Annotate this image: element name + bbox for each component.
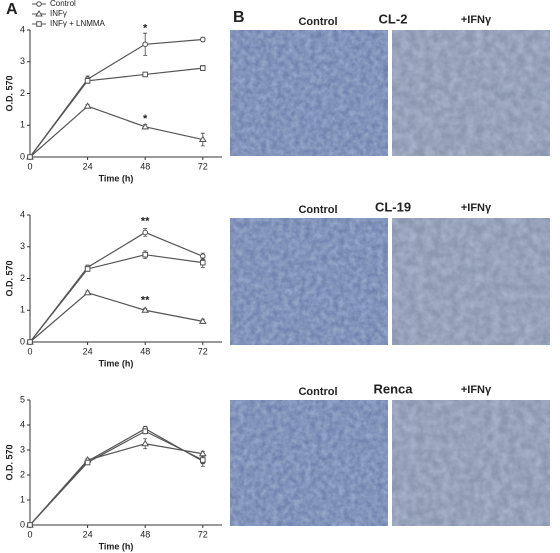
marker	[142, 71, 148, 78]
y-tick-label: 0	[20, 519, 25, 529]
x-tick-label: 48	[140, 161, 150, 171]
marker	[200, 259, 206, 266]
image-label: +IFNγ	[461, 202, 492, 214]
marker	[27, 522, 33, 528]
y-tick-label: 4	[20, 209, 25, 219]
x-tick-label: 72	[198, 529, 208, 539]
marker	[142, 428, 148, 435]
marker	[198, 317, 207, 324]
image-label: +IFNγ	[461, 384, 492, 396]
y-tick-label: 1	[20, 494, 25, 504]
y-tick-label: 4	[20, 419, 25, 429]
marker	[142, 229, 148, 236]
marker	[35, 10, 43, 17]
y-axis-label: O.D. 570	[4, 444, 14, 480]
marker	[142, 251, 148, 258]
micrograph-texture	[392, 400, 550, 526]
y-tick-label: 4	[20, 24, 25, 34]
series-line	[29, 105, 203, 158]
annotation: *	[143, 113, 148, 125]
y-tick-label: 5	[20, 394, 25, 404]
image-label: Control	[298, 204, 337, 216]
series-line	[29, 38, 203, 158]
annotation: **	[141, 215, 150, 227]
cell-line-label: CL-19	[375, 199, 411, 214]
series-line	[29, 231, 204, 343]
y-tick-label: 0	[20, 151, 25, 161]
marker	[27, 339, 33, 345]
y-tick-label: 2	[20, 273, 25, 283]
marker	[142, 41, 148, 48]
marker	[141, 439, 150, 447]
y-axis-label: O.D. 570	[4, 260, 14, 296]
y-tick-label: 2	[20, 88, 25, 98]
y-tick-label: 3	[20, 444, 25, 454]
x-tick-label: 72	[198, 161, 208, 171]
marker	[83, 288, 92, 296]
marker	[198, 449, 207, 457]
image-label: +IFNγ	[461, 14, 492, 26]
annotation: **	[141, 295, 150, 307]
x-tick-label: 24	[83, 529, 93, 539]
y-tick-label: 2	[20, 469, 25, 479]
marker	[141, 306, 150, 313]
series-line	[29, 428, 204, 526]
y-axis-label: O.D. 570	[4, 75, 14, 111]
micrograph-texture	[392, 218, 550, 345]
marker	[83, 102, 92, 109]
x-tick-label: 72	[198, 346, 208, 356]
micrograph-texture	[230, 30, 388, 156]
marker	[84, 78, 91, 84]
image-label: Control	[298, 386, 337, 398]
x-axis-label: Time (h)	[99, 541, 134, 551]
y-tick-label: 3	[20, 56, 25, 66]
panel-label: B	[233, 9, 245, 26]
micrograph-texture	[392, 30, 550, 156]
marker	[84, 459, 91, 466]
y-tick-label: 3	[20, 241, 25, 251]
annotation: *	[143, 22, 148, 34]
x-tick-label: 0	[27, 529, 32, 539]
x-tick-label: 24	[83, 346, 93, 356]
micrograph-texture	[230, 218, 388, 345]
image-label: Control	[298, 16, 337, 28]
series-line	[29, 430, 204, 526]
marker	[198, 135, 207, 143]
series-line	[29, 67, 203, 158]
marker	[36, 21, 42, 27]
legend-label: INFγ	[50, 9, 67, 18]
y-tick-label: 0	[20, 336, 25, 346]
panel-label: A	[6, 1, 18, 18]
cell-line-label: Renca	[373, 381, 413, 396]
x-tick-label: 0	[27, 346, 32, 356]
series-line	[29, 443, 203, 526]
marker	[84, 266, 91, 272]
x-axis-label: Time (h)	[99, 358, 134, 368]
marker	[200, 457, 206, 463]
marker	[36, 1, 42, 7]
marker	[141, 122, 150, 130]
micrograph-texture	[230, 400, 388, 526]
cell-line-label: CL-2	[379, 11, 408, 26]
x-tick-label: 24	[83, 161, 93, 171]
legend-label: Control	[50, 0, 76, 8]
y-tick-label: 1	[20, 305, 25, 315]
marker	[27, 154, 33, 160]
marker	[200, 65, 206, 71]
x-tick-label: 0	[27, 161, 32, 171]
x-tick-label: 48	[140, 346, 150, 356]
legend-label: INFγ + LNMMA	[50, 19, 106, 28]
x-axis-label: Time (h)	[99, 173, 134, 183]
series-line	[29, 292, 203, 343]
y-tick-label: 1	[20, 120, 25, 130]
series-line	[29, 254, 203, 343]
x-tick-label: 48	[140, 529, 150, 539]
marker	[200, 36, 206, 43]
